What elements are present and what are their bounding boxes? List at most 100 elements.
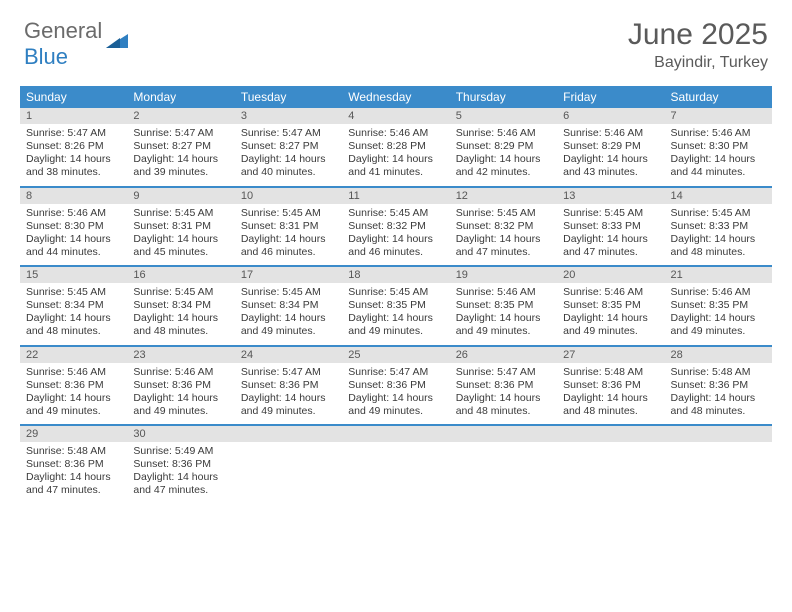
day-number: 11 — [342, 188, 449, 204]
day-body: Sunrise: 5:46 AMSunset: 8:28 PMDaylight:… — [342, 124, 449, 186]
day-number: 9 — [127, 188, 234, 204]
daylight-line: Daylight: 14 hours and 41 minutes. — [348, 153, 443, 179]
empty-cell — [450, 426, 557, 504]
day-number — [342, 426, 449, 442]
day-cell: 16Sunrise: 5:45 AMSunset: 8:34 PMDayligh… — [127, 267, 234, 345]
sunset-line: Sunset: 8:29 PM — [456, 140, 551, 153]
day-cell: 21Sunrise: 5:46 AMSunset: 8:35 PMDayligh… — [665, 267, 772, 345]
day-number: 20 — [557, 267, 664, 283]
day-number: 26 — [450, 347, 557, 363]
daylight-line: Daylight: 14 hours and 49 minutes. — [241, 312, 336, 338]
day-body: Sunrise: 5:45 AMSunset: 8:31 PMDaylight:… — [127, 204, 234, 266]
sunset-line: Sunset: 8:34 PM — [133, 299, 228, 312]
day-cell: 9Sunrise: 5:45 AMSunset: 8:31 PMDaylight… — [127, 188, 234, 266]
dow-saturday: Saturday — [665, 86, 772, 108]
day-body: Sunrise: 5:46 AMSunset: 8:35 PMDaylight:… — [665, 283, 772, 345]
sunrise-line: Sunrise: 5:45 AM — [671, 207, 766, 220]
sunset-line: Sunset: 8:36 PM — [26, 458, 121, 471]
daylight-line: Daylight: 14 hours and 44 minutes. — [671, 153, 766, 179]
week-row: 22Sunrise: 5:46 AMSunset: 8:36 PMDayligh… — [20, 347, 772, 427]
sunrise-line: Sunrise: 5:45 AM — [348, 286, 443, 299]
sunrise-line: Sunrise: 5:47 AM — [26, 127, 121, 140]
day-body: Sunrise: 5:45 AMSunset: 8:33 PMDaylight:… — [557, 204, 664, 266]
day-body — [342, 442, 449, 494]
sunrise-line: Sunrise: 5:47 AM — [241, 366, 336, 379]
day-of-week-header: SundayMondayTuesdayWednesdayThursdayFrid… — [20, 86, 772, 108]
sunrise-line: Sunrise: 5:45 AM — [133, 207, 228, 220]
day-cell: 7Sunrise: 5:46 AMSunset: 8:30 PMDaylight… — [665, 108, 772, 186]
daylight-line: Daylight: 14 hours and 48 minutes. — [671, 392, 766, 418]
daylight-line: Daylight: 14 hours and 43 minutes. — [563, 153, 658, 179]
header: General Blue June 2025 Bayindir, Turkey — [0, 0, 792, 80]
day-cell: 1Sunrise: 5:47 AMSunset: 8:26 PMDaylight… — [20, 108, 127, 186]
sunset-line: Sunset: 8:34 PM — [26, 299, 121, 312]
day-number: 24 — [235, 347, 342, 363]
day-body: Sunrise: 5:45 AMSunset: 8:32 PMDaylight:… — [342, 204, 449, 266]
sunrise-line: Sunrise: 5:49 AM — [133, 445, 228, 458]
day-number: 17 — [235, 267, 342, 283]
daylight-line: Daylight: 14 hours and 48 minutes. — [456, 392, 551, 418]
dow-wednesday: Wednesday — [342, 86, 449, 108]
day-cell: 28Sunrise: 5:48 AMSunset: 8:36 PMDayligh… — [665, 347, 772, 425]
weeks-container: 1Sunrise: 5:47 AMSunset: 8:26 PMDaylight… — [20, 108, 772, 504]
day-cell: 19Sunrise: 5:46 AMSunset: 8:35 PMDayligh… — [450, 267, 557, 345]
day-cell: 29Sunrise: 5:48 AMSunset: 8:36 PMDayligh… — [20, 426, 127, 504]
sunrise-line: Sunrise: 5:45 AM — [456, 207, 551, 220]
sunset-line: Sunset: 8:35 PM — [348, 299, 443, 312]
day-number: 13 — [557, 188, 664, 204]
daylight-line: Daylight: 14 hours and 44 minutes. — [26, 233, 121, 259]
sunset-line: Sunset: 8:33 PM — [671, 220, 766, 233]
daylight-line: Daylight: 14 hours and 49 minutes. — [348, 312, 443, 338]
sunrise-line: Sunrise: 5:46 AM — [456, 286, 551, 299]
logo: General Blue — [24, 18, 128, 70]
day-body: Sunrise: 5:46 AMSunset: 8:29 PMDaylight:… — [450, 124, 557, 186]
daylight-line: Daylight: 14 hours and 49 minutes. — [456, 312, 551, 338]
day-cell: 25Sunrise: 5:47 AMSunset: 8:36 PMDayligh… — [342, 347, 449, 425]
day-cell: 18Sunrise: 5:45 AMSunset: 8:35 PMDayligh… — [342, 267, 449, 345]
day-body: Sunrise: 5:47 AMSunset: 8:36 PMDaylight:… — [235, 363, 342, 425]
day-number — [235, 426, 342, 442]
daylight-line: Daylight: 14 hours and 48 minutes. — [563, 392, 658, 418]
day-number: 25 — [342, 347, 449, 363]
day-number: 30 — [127, 426, 234, 442]
day-number: 29 — [20, 426, 127, 442]
empty-cell — [235, 426, 342, 504]
day-cell: 20Sunrise: 5:46 AMSunset: 8:35 PMDayligh… — [557, 267, 664, 345]
sunrise-line: Sunrise: 5:47 AM — [133, 127, 228, 140]
sunset-line: Sunset: 8:36 PM — [563, 379, 658, 392]
dow-monday: Monday — [127, 86, 234, 108]
sunset-line: Sunset: 8:34 PM — [241, 299, 336, 312]
daylight-line: Daylight: 14 hours and 49 minutes. — [241, 392, 336, 418]
daylight-line: Daylight: 14 hours and 42 minutes. — [456, 153, 551, 179]
day-cell: 30Sunrise: 5:49 AMSunset: 8:36 PMDayligh… — [127, 426, 234, 504]
logo-text-part2: Blue — [24, 44, 68, 69]
day-body — [665, 442, 772, 494]
day-body: Sunrise: 5:47 AMSunset: 8:27 PMDaylight:… — [127, 124, 234, 186]
day-body — [557, 442, 664, 494]
sunrise-line: Sunrise: 5:45 AM — [563, 207, 658, 220]
sunset-line: Sunset: 8:33 PM — [563, 220, 658, 233]
day-body: Sunrise: 5:48 AMSunset: 8:36 PMDaylight:… — [665, 363, 772, 425]
sunset-line: Sunset: 8:35 PM — [563, 299, 658, 312]
title-block: June 2025 Bayindir, Turkey — [628, 18, 768, 72]
sunset-line: Sunset: 8:36 PM — [241, 379, 336, 392]
sunset-line: Sunset: 8:30 PM — [26, 220, 121, 233]
dow-sunday: Sunday — [20, 86, 127, 108]
day-cell: 10Sunrise: 5:45 AMSunset: 8:31 PMDayligh… — [235, 188, 342, 266]
week-row: 15Sunrise: 5:45 AMSunset: 8:34 PMDayligh… — [20, 267, 772, 347]
sunset-line: Sunset: 8:27 PM — [241, 140, 336, 153]
day-number: 27 — [557, 347, 664, 363]
day-body: Sunrise: 5:47 AMSunset: 8:36 PMDaylight:… — [450, 363, 557, 425]
day-body — [450, 442, 557, 494]
day-cell: 24Sunrise: 5:47 AMSunset: 8:36 PMDayligh… — [235, 347, 342, 425]
day-body: Sunrise: 5:46 AMSunset: 8:35 PMDaylight:… — [450, 283, 557, 345]
day-cell: 14Sunrise: 5:45 AMSunset: 8:33 PMDayligh… — [665, 188, 772, 266]
sunrise-line: Sunrise: 5:48 AM — [671, 366, 766, 379]
sunrise-line: Sunrise: 5:46 AM — [26, 366, 121, 379]
sunrise-line: Sunrise: 5:45 AM — [133, 286, 228, 299]
daylight-line: Daylight: 14 hours and 48 minutes. — [133, 312, 228, 338]
empty-cell — [342, 426, 449, 504]
calendar: SundayMondayTuesdayWednesdayThursdayFrid… — [20, 86, 772, 504]
day-number: 5 — [450, 108, 557, 124]
day-number: 4 — [342, 108, 449, 124]
